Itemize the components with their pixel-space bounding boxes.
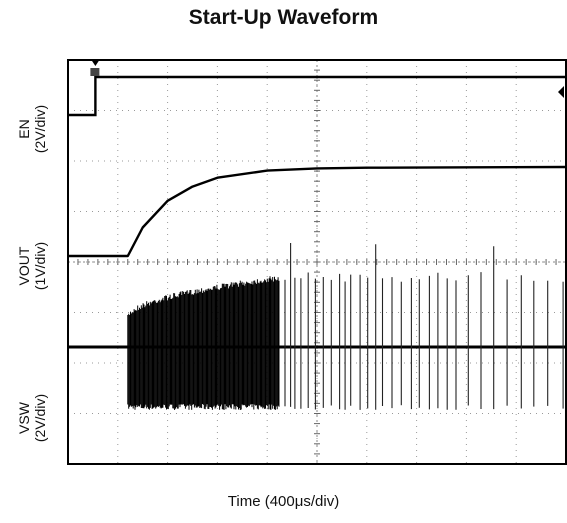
channel-marker — [90, 68, 100, 76]
vout-trace — [68, 165, 567, 258]
en-trace — [68, 75, 566, 117]
chart-title: Start-Up Waveform — [188, 6, 379, 29]
x-axis-label: Time (400μs/div) — [227, 493, 340, 510]
traces — [68, 75, 567, 410]
trigger-marker — [91, 60, 100, 66]
plot-frame — [67, 59, 567, 465]
ground-marker — [558, 86, 564, 98]
markers — [90, 60, 564, 98]
vsw-switching — [127, 243, 564, 410]
